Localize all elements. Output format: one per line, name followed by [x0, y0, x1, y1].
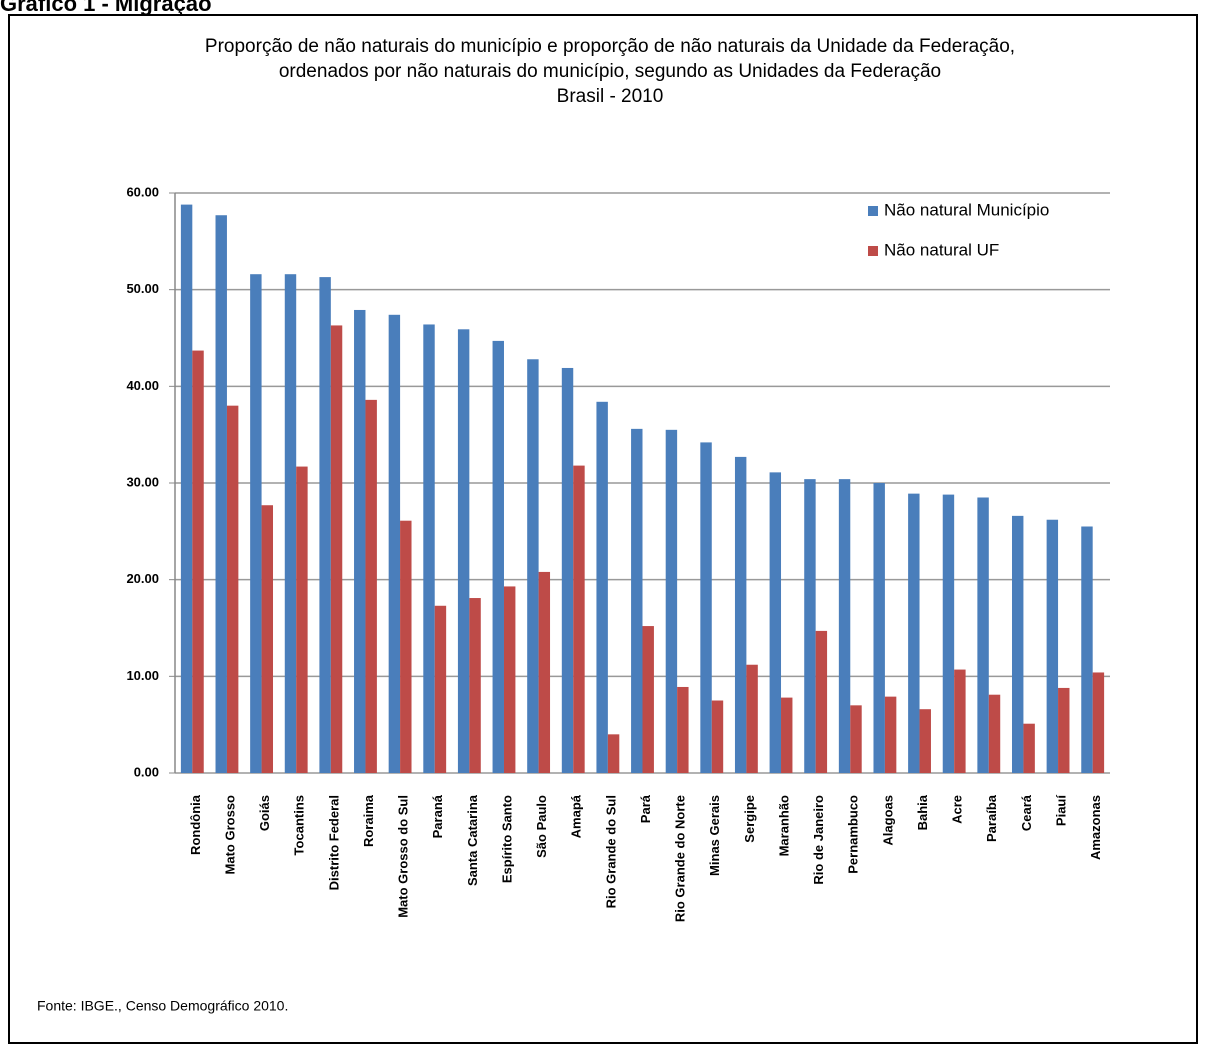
y-tick-label: 30.00	[126, 474, 159, 489]
x-tick-label: Rio Grande do Norte	[673, 795, 688, 922]
bar	[388, 314, 401, 773]
bar	[631, 428, 643, 773]
legend-swatch	[868, 246, 878, 256]
source: Fonte: IBGE., Censo Demográfico 2010.	[37, 998, 288, 1014]
bar	[527, 359, 539, 773]
heading: Gráfico 1 - Migração	[0, 0, 212, 16]
bar	[1092, 672, 1105, 773]
bar	[538, 571, 551, 773]
x-tick-label: São Paulo	[534, 795, 549, 858]
x-tick-label: Distrito Federal	[326, 795, 341, 890]
x-tick-label: Ceará	[1019, 794, 1034, 831]
x-tick-label: Amazonas	[1088, 795, 1103, 860]
bar	[1011, 515, 1024, 773]
chart-title-block: Proporção de não naturais do município e…	[190, 34, 1030, 109]
y-tick-label: 10.00	[126, 668, 159, 683]
x-tick-label: Espírito Santo	[499, 795, 514, 883]
bar	[665, 429, 678, 773]
x-tick-label: Minas Gerais	[707, 795, 722, 876]
legend-label: Não natural UF	[884, 240, 999, 259]
x-tick-label: Rio Grande do Sul	[603, 795, 618, 908]
bar	[226, 405, 239, 773]
y-tick-label: 20.00	[126, 571, 159, 586]
bar	[215, 215, 227, 773]
x-tick-label: Santa Catarina	[465, 794, 480, 886]
bar	[734, 456, 747, 773]
bar	[1046, 519, 1059, 773]
x-tick-label: Paraíba	[984, 794, 999, 842]
x-tick-label: Pernambuco	[846, 795, 861, 874]
bar	[977, 497, 989, 773]
bar	[469, 598, 481, 773]
x-tick-label: Goiás	[257, 795, 272, 831]
x-tick-label: Rondônia	[188, 794, 203, 855]
bar	[365, 399, 377, 773]
bar	[711, 700, 724, 773]
bar	[400, 520, 412, 773]
bar	[781, 697, 793, 773]
bar	[423, 324, 435, 773]
bar	[457, 329, 470, 773]
y-tick-label: 60.00	[126, 184, 159, 199]
bar	[284, 274, 297, 773]
x-tick-label: Mato Grosso	[222, 795, 237, 875]
bar	[942, 494, 955, 773]
bar	[596, 401, 608, 773]
x-tick-label: Roraima	[361, 794, 376, 847]
bar	[642, 626, 654, 773]
bar	[192, 350, 204, 773]
chart-subtitle: Brasil - 2010	[556, 86, 664, 107]
bar	[607, 734, 620, 773]
x-tick-label: Sergipe	[742, 795, 757, 843]
bar	[561, 367, 574, 773]
bar	[838, 479, 851, 773]
bar	[850, 705, 862, 773]
x-tick-label: Tocantins	[292, 795, 307, 855]
bar	[492, 340, 504, 773]
x-tick-label: Pará	[638, 794, 653, 823]
chart-title: Proporção de não naturais do município e…	[204, 36, 1016, 82]
bar	[815, 630, 828, 773]
bar	[573, 465, 585, 773]
x-tick-label: Piauí	[1053, 795, 1068, 826]
bar	[988, 694, 1001, 773]
x-tick-label: Maranhão	[776, 795, 791, 856]
bar	[319, 277, 331, 773]
bar	[1058, 687, 1070, 773]
bar	[503, 586, 516, 773]
x-tick-label: Paraná	[430, 794, 445, 838]
bar	[330, 325, 343, 773]
x-tick-label: Mato Grosso do Sul	[396, 795, 411, 918]
bar	[1023, 723, 1035, 773]
bar	[354, 309, 366, 773]
bar	[873, 483, 885, 773]
bar	[677, 686, 689, 773]
legend-swatch	[868, 206, 878, 216]
y-tick-label: 50.00	[126, 281, 159, 296]
x-tick-label: Alagoas	[880, 795, 895, 846]
bar	[954, 669, 966, 773]
bar	[908, 493, 920, 773]
bar	[804, 479, 816, 773]
bar	[296, 466, 308, 773]
bar	[746, 664, 758, 773]
x-tick-label: Bahia	[915, 794, 930, 830]
bar	[700, 442, 712, 773]
bar	[434, 605, 447, 773]
y-tick-label: 0.00	[134, 764, 159, 779]
bar	[1081, 526, 1093, 773]
x-tick-label: Amapá	[569, 794, 584, 838]
bar	[769, 472, 782, 773]
bar	[250, 274, 262, 773]
bar	[261, 505, 274, 773]
legend-label: Não natural Município	[884, 200, 1049, 219]
bar	[884, 696, 897, 773]
bar	[919, 709, 931, 773]
bar	[180, 204, 193, 774]
x-tick-label: Acre	[950, 795, 965, 824]
x-tick-label: Rio de Janeiro	[811, 795, 826, 885]
y-tick-label: 40.00	[126, 378, 159, 393]
